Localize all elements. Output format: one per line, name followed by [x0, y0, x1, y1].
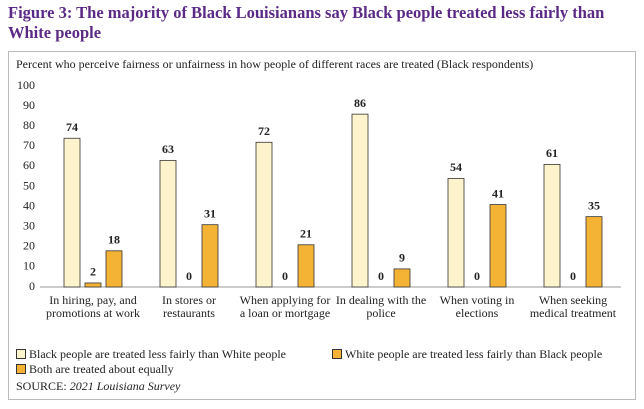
source: SOURCE: 2021 Louisiana Survey — [16, 379, 180, 394]
value-label: 2 — [90, 265, 96, 279]
value-label: 74 — [66, 120, 78, 134]
bar — [489, 204, 507, 288]
value-label: 72 — [258, 124, 270, 138]
y-tick-label: 50 — [23, 178, 35, 192]
bar — [393, 268, 411, 288]
y-tick-label: 70 — [23, 138, 35, 152]
y-tick-label: 20 — [23, 239, 35, 253]
value-label: 18 — [108, 233, 120, 247]
y-tick-label: 100 — [17, 78, 35, 92]
y-tick-label: 40 — [23, 198, 35, 212]
legend-label: Both are treated about equally — [29, 362, 174, 376]
x-tick-label: In hiring, pay, and promotions at work — [46, 293, 140, 320]
y-tick-label: 90 — [23, 98, 35, 112]
value-label: 35 — [588, 198, 600, 212]
x-tick-label: In stores or restaurants — [162, 293, 216, 320]
value-label: 41 — [492, 186, 504, 200]
source-label: SOURCE: — [16, 379, 67, 393]
value-label: 54 — [450, 160, 462, 174]
legend-entry: Black people are treated less fairly tha… — [16, 347, 286, 362]
legend-label: Black people are treated less fairly tha… — [29, 347, 287, 361]
value-label: 0 — [570, 269, 576, 283]
legend-swatch — [332, 349, 342, 359]
y-tick-label: 60 — [23, 158, 35, 172]
y-tick-label: 0 — [29, 279, 35, 293]
bar — [84, 282, 102, 288]
bar — [585, 216, 603, 288]
legend-swatch — [16, 364, 26, 374]
legend-entry: White people are treated less fairly tha… — [332, 347, 602, 362]
bar — [201, 224, 219, 288]
bar — [63, 137, 81, 288]
value-label: 21 — [300, 227, 312, 241]
y-tick-label: 30 — [23, 218, 35, 232]
bar — [105, 250, 123, 288]
bar — [543, 163, 561, 288]
value-label: 31 — [204, 206, 216, 220]
x-tick-label: In dealing with the police — [335, 293, 427, 320]
bar — [351, 113, 369, 288]
value-label: 0 — [378, 269, 384, 283]
value-label: 9 — [399, 251, 405, 265]
value-label: 0 — [282, 269, 288, 283]
value-label: 86 — [354, 96, 366, 110]
x-tick-label: When voting in elections — [439, 293, 515, 320]
value-label: 0 — [474, 269, 480, 283]
y-tick-label: 80 — [23, 118, 35, 132]
subtitle: Percent who perceive fairness or unfairn… — [16, 57, 534, 71]
bar — [447, 178, 465, 288]
x-tick-label: When applying for a loan or mortgage — [239, 293, 331, 320]
title: Figure 3: The majority of Black Louisian… — [8, 3, 605, 42]
legend-swatch — [16, 349, 26, 359]
value-label: 0 — [186, 269, 192, 283]
bar — [255, 141, 273, 288]
bar — [159, 159, 177, 288]
source-text: 2021 Louisiana Survey — [69, 379, 181, 393]
y-tick-label: 10 — [23, 259, 35, 273]
x-tick-label: When seeking medical treatment — [529, 293, 617, 320]
value-label: 63 — [162, 142, 174, 156]
legend-label: White people are treated less fairly tha… — [345, 347, 603, 361]
value-label: 61 — [546, 146, 558, 160]
chart-frame — [8, 51, 636, 400]
legend-entry: Both are treated about equally — [16, 362, 174, 377]
bar — [297, 244, 315, 288]
